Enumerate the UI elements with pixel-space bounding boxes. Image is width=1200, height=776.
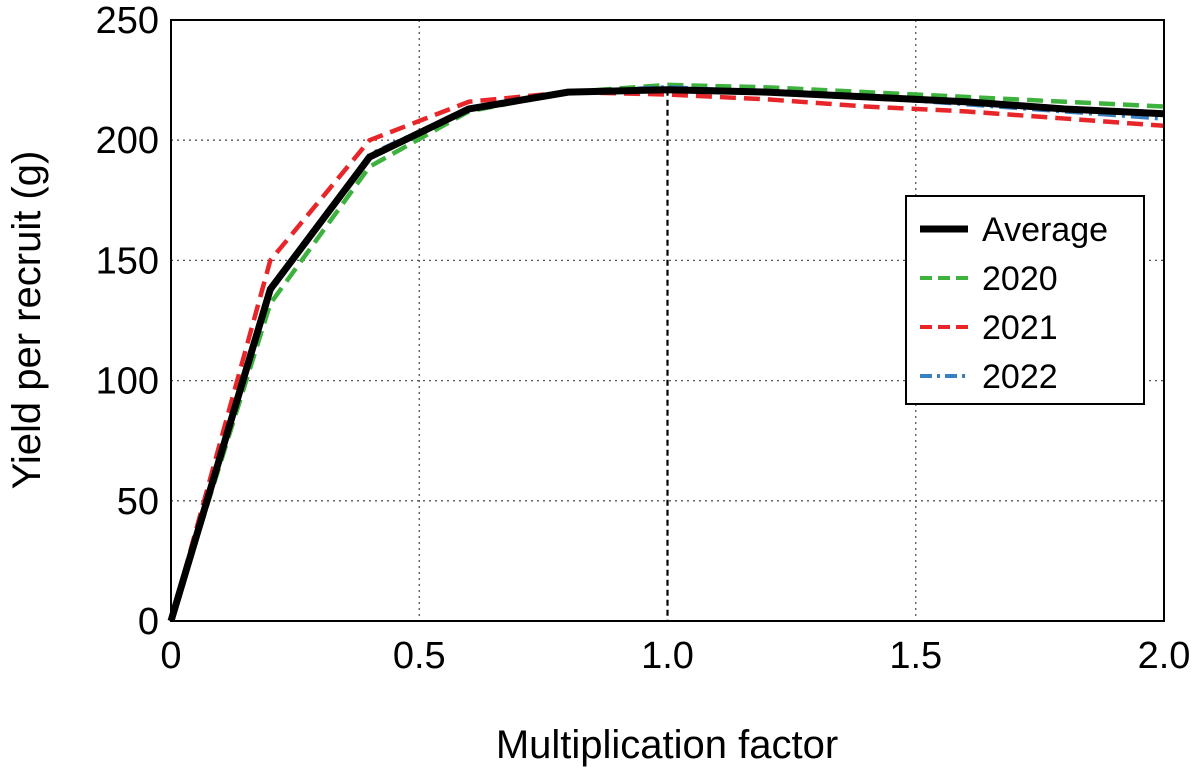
y-tick-label: 200 bbox=[96, 120, 159, 162]
x-tick-label: 1.0 bbox=[641, 635, 694, 677]
legend-box bbox=[905, 195, 1145, 405]
legend-label: 2022 bbox=[982, 358, 1058, 396]
x-tick-label: 2.0 bbox=[1138, 635, 1191, 677]
legend-label: 2020 bbox=[982, 260, 1058, 298]
legend-label: 2021 bbox=[982, 309, 1058, 347]
plot-frame bbox=[170, 19, 1165, 622]
y-tick-label: 150 bbox=[96, 240, 159, 282]
legend: Average 2020 2021 2022 bbox=[905, 195, 1145, 405]
series-line-2020 bbox=[168, 82, 1165, 622]
y-tick-label: 250 bbox=[96, 0, 159, 42]
legend-label: Average bbox=[982, 211, 1108, 249]
axis-ticks: 0 0.5 1.0 1.5 2.0 0 50 100 150 200 250 bbox=[96, 0, 1191, 677]
y-tick-label: 0 bbox=[138, 601, 159, 643]
x-tick-label: 1.5 bbox=[889, 635, 942, 677]
series-line-average bbox=[167, 86, 1165, 623]
x-axis-title: Multiplication factor bbox=[496, 723, 838, 767]
series-line-2021 bbox=[168, 89, 1165, 622]
legend-items: Average 2020 2021 2022 bbox=[920, 211, 1108, 396]
series-layer bbox=[167, 82, 1165, 623]
y-tick-label: 50 bbox=[117, 481, 159, 523]
x-tick-label: 0.5 bbox=[393, 635, 446, 677]
y-axis-title: Yield per recruit (g) bbox=[5, 151, 49, 490]
x-tick-label: 0 bbox=[160, 635, 181, 677]
y-tick-label: 100 bbox=[96, 361, 159, 403]
